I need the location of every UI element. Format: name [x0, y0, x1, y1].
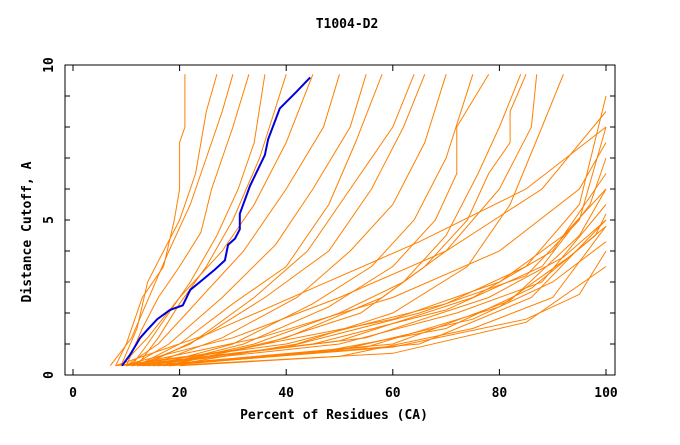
x-tick-label: 80 — [492, 386, 508, 401]
series-line-27 — [147, 225, 607, 367]
series-line-19 — [115, 188, 607, 367]
series-line-28 — [152, 188, 607, 367]
y-tick-label: 5 — [42, 216, 57, 224]
series-line-3 — [125, 74, 250, 366]
y-axis-label: Distance Cutoff, A — [20, 161, 35, 302]
series-line-2 — [109, 74, 234, 367]
series-line-20 — [120, 95, 607, 367]
series-line-12 — [147, 74, 447, 367]
series-line-8 — [131, 74, 367, 367]
series-line-10 — [136, 74, 415, 367]
x-tick-label: 100 — [594, 386, 618, 401]
series-line-6 — [120, 74, 314, 367]
series-line-29 — [152, 241, 607, 367]
series-line-1 — [120, 74, 218, 366]
series-line-11 — [142, 74, 426, 367]
x-tick-label: 20 — [172, 386, 188, 401]
x-tick-label: 40 — [278, 386, 294, 401]
series-line-5 — [136, 74, 287, 367]
x-axis-label: Percent of Residues (CA) — [240, 408, 428, 423]
x-tick-label: 0 — [69, 386, 77, 401]
series-line-31 — [163, 219, 607, 367]
series-line-7 — [126, 74, 340, 367]
x-tick-label: 60 — [385, 386, 401, 401]
plot-lines — [109, 74, 607, 367]
series-line-0 — [115, 74, 186, 366]
series-line-13 — [152, 74, 474, 367]
series-line-33 — [126, 142, 607, 367]
highlight-series-line — [121, 76, 311, 367]
series-line-4 — [131, 74, 266, 366]
series-line-24 — [136, 204, 607, 367]
series-line-9 — [136, 74, 383, 367]
y-tick-label: 10 — [42, 57, 57, 73]
series-line-15 — [158, 74, 522, 367]
chart-title: T1004-D2 — [316, 17, 379, 32]
series-line-35 — [115, 126, 607, 367]
series-line-36 — [179, 225, 607, 367]
series-line-34 — [120, 111, 607, 367]
series-line-18 — [168, 74, 564, 367]
ticks: 0 20 40 60 80 100 0 5 10 — [42, 57, 618, 401]
series-line-25 — [136, 219, 607, 367]
y-tick-label: 0 — [42, 371, 57, 379]
